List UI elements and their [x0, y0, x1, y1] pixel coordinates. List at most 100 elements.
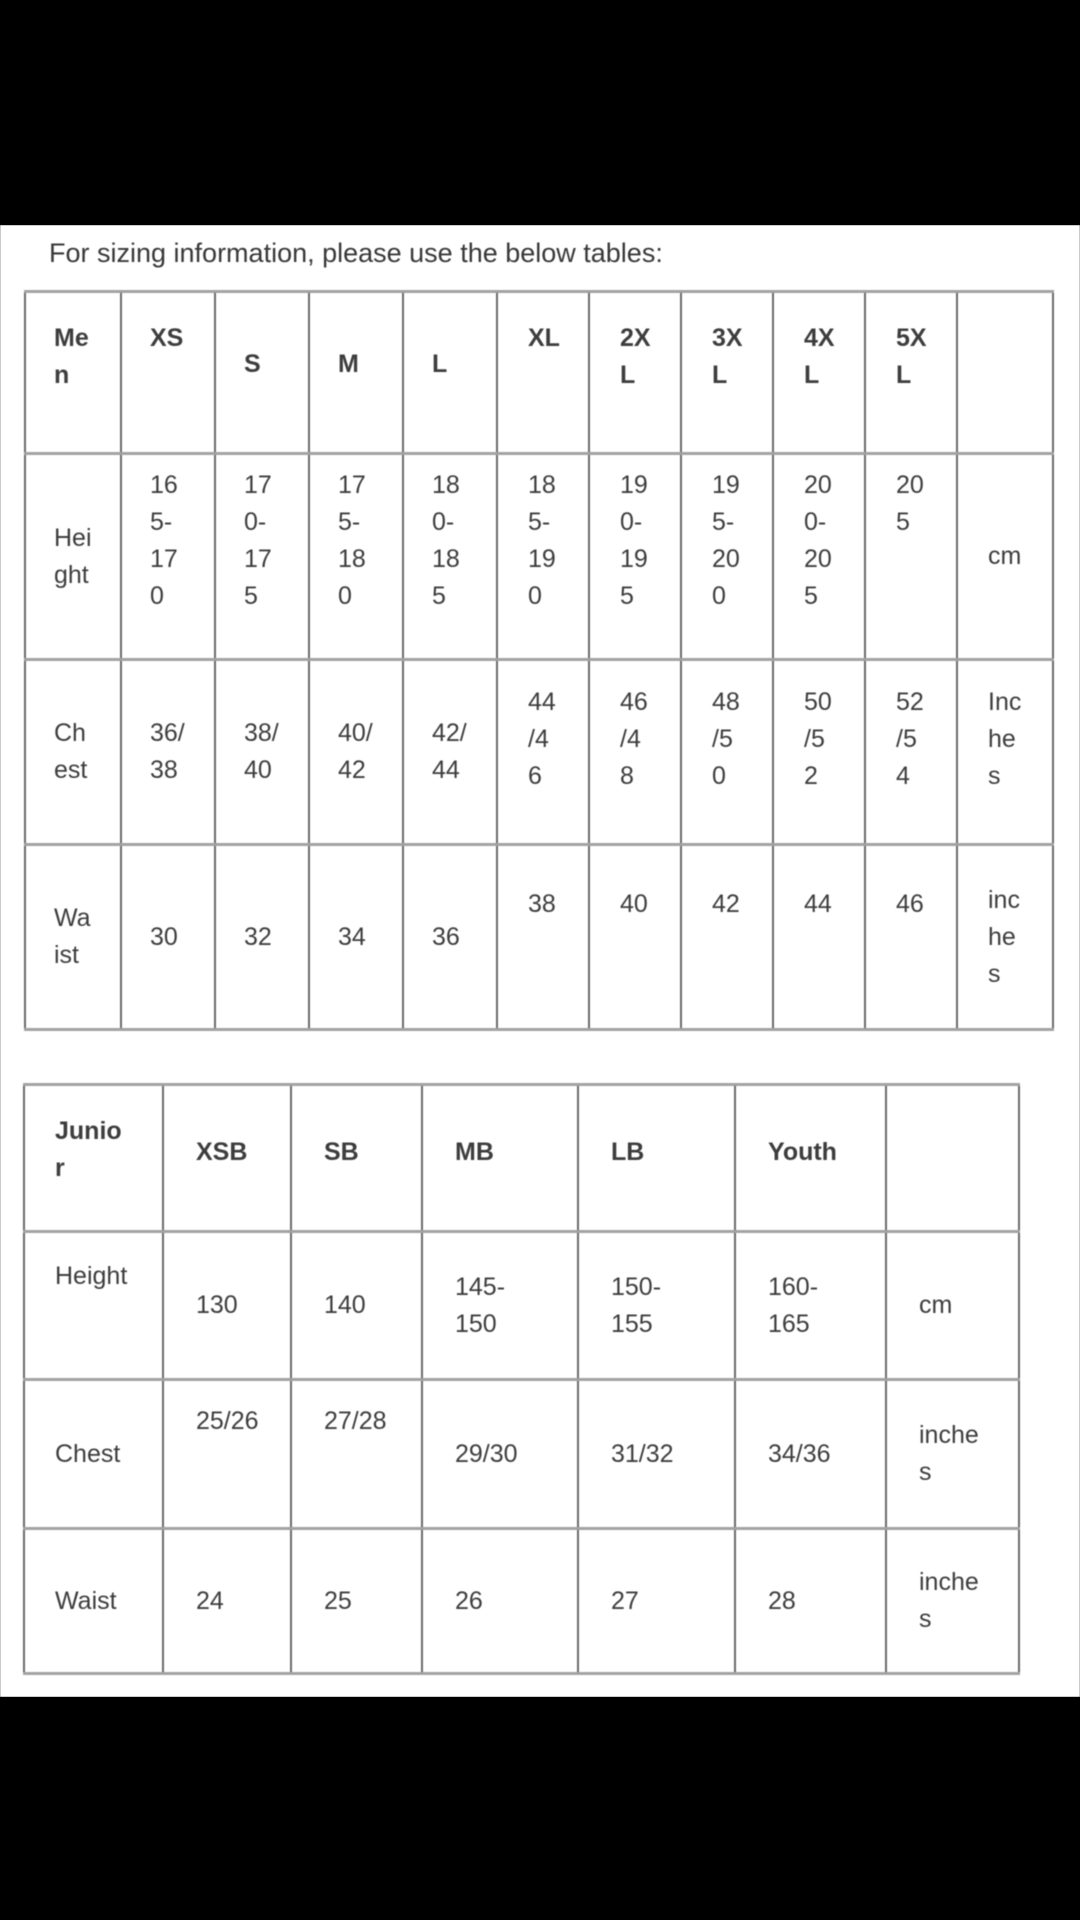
column-header-2xl: 2XL	[620, 324, 651, 389]
table-cell: Chest	[24, 658, 122, 846]
cell-value: 195-200	[712, 471, 740, 610]
table-cell	[956, 290, 1054, 455]
junior-height-row: Height 130 140 145-150 150-155 160-165 c…	[23, 1230, 1020, 1381]
table-cell: 25/26	[162, 1378, 292, 1530]
cell-value: 180-185	[432, 471, 460, 610]
cell-value: 30	[150, 922, 178, 951]
cell-value: 205	[896, 471, 924, 536]
table-cell: 145-150	[421, 1230, 579, 1381]
column-header-sb: SB	[324, 1138, 359, 1166]
table-cell: 4XL	[772, 290, 866, 455]
cell-value: 24	[196, 1586, 224, 1615]
table-cell: 180-185	[402, 452, 498, 661]
table-cell: L	[402, 290, 498, 455]
cell-value: 25/26	[196, 1407, 259, 1435]
table-cell: 25	[290, 1527, 423, 1675]
column-header-youth: Youth	[768, 1138, 837, 1166]
men-size-table: Men XS S M L XL 2XL 3XL 4XL 5XL Height 1…	[24, 290, 1054, 1031]
cell-value: 32	[244, 922, 272, 951]
table-cell: Waist	[24, 843, 122, 1031]
table-cell: 38/40	[214, 658, 310, 846]
cell-value: 175-180	[338, 471, 366, 610]
column-header-s: S	[244, 350, 261, 378]
table-cell: 24	[162, 1527, 292, 1675]
table-cell: 175-180	[308, 452, 404, 661]
unit-label: inches	[919, 1568, 979, 1633]
cell-value: 46/48	[620, 688, 648, 790]
table-cell: inches	[956, 843, 1054, 1031]
column-header-xsb: XSB	[196, 1138, 248, 1166]
cell-value: 150-155	[611, 1272, 662, 1338]
table-cell: 34	[308, 843, 404, 1031]
table-cell: 34/36	[734, 1378, 887, 1530]
table-cell: 165-170	[120, 452, 216, 661]
cell-value: 46	[896, 890, 924, 918]
column-header-lb: LB	[611, 1138, 645, 1166]
cell-value: 185-190	[528, 471, 556, 610]
junior-header-row: Junior XSB SB MB LB Youth	[23, 1083, 1020, 1233]
table-cell: 42/44	[402, 658, 498, 846]
unit-label: inches	[919, 1421, 979, 1486]
table-cell: 48/50	[680, 658, 774, 846]
cell-value: 200-205	[804, 471, 832, 610]
row-label: Height	[54, 523, 92, 589]
row-label: Height	[55, 1262, 128, 1290]
table-cell: Height	[24, 452, 122, 661]
column-header-3xl: 3XL	[712, 324, 743, 389]
table-cell: 170-175	[214, 452, 310, 661]
column-header-mb: MB	[455, 1138, 494, 1166]
cell-value: 190-195	[620, 471, 648, 610]
cell-value: 44	[804, 890, 832, 918]
junior-waist-row: Waist 24 25 26 27 28 inches	[23, 1527, 1020, 1675]
cell-value: 38	[528, 890, 556, 918]
cell-value: 40	[620, 890, 648, 918]
table-cell: Junior	[23, 1083, 164, 1233]
table-cell: Waist	[23, 1527, 164, 1675]
table-cell: 185-190	[496, 452, 590, 661]
table-cell: 46/48	[588, 658, 682, 846]
cell-value: 52/54	[896, 688, 924, 790]
cell-value: 145-150	[455, 1272, 506, 1338]
table-cell: cm	[956, 452, 1054, 661]
table-cell: 28	[734, 1527, 887, 1675]
table-cell: 29/30	[421, 1378, 579, 1530]
table-cell: 160-165	[734, 1230, 887, 1381]
junior-size-table: Junior XSB SB MB LB Youth Height 130 140…	[23, 1083, 1020, 1675]
junior-chest-row: Chest 25/26 27/28 29/30 31/32 34/36 inch…	[23, 1378, 1020, 1530]
cell-value: 140	[324, 1291, 366, 1319]
table-cell: XSB	[162, 1083, 292, 1233]
cell-value: 165-170	[150, 471, 178, 610]
table-cell: 140	[290, 1230, 423, 1381]
column-header-xs: XS	[150, 324, 184, 352]
row-label: Waist	[55, 1586, 117, 1615]
table-cell: 3XL	[680, 290, 774, 455]
table-cell: S	[214, 290, 310, 455]
column-header-l: L	[432, 350, 448, 378]
table-cell	[885, 1083, 1020, 1233]
table-cell: 44	[772, 843, 866, 1031]
table-cell: 32	[214, 843, 310, 1031]
table-cell: 40	[588, 843, 682, 1031]
table-cell: 130	[162, 1230, 292, 1381]
cell-value: 36/38	[150, 719, 185, 784]
cell-value: 36	[432, 922, 460, 951]
cell-value: 34/36	[768, 1439, 831, 1468]
table-cell: Inches	[956, 658, 1054, 846]
table-cell: 36/38	[120, 658, 216, 846]
cell-value: 44/46	[528, 688, 556, 790]
men-waist-row: Waist 30 32 34 36 38 40 42 44 46 inches	[24, 843, 1054, 1031]
bottom-letterbox	[0, 1697, 1080, 1920]
cell-value: 28	[768, 1586, 796, 1615]
cell-value: 42/44	[432, 719, 467, 784]
row-label: Chest	[54, 719, 88, 784]
table-cell: inches	[885, 1527, 1020, 1675]
cell-value: 26	[455, 1586, 483, 1615]
table-cell: cm	[885, 1230, 1020, 1381]
table-cell: 190-195	[588, 452, 682, 661]
row-label: Waist	[54, 904, 91, 969]
table-cell: MB	[421, 1083, 579, 1233]
table-cell: 205	[864, 452, 958, 661]
sizing-page: For sizing information, please use the b…	[0, 225, 1080, 1697]
table-cell: 2XL	[588, 290, 682, 455]
column-header-5xl: 5XL	[896, 324, 927, 389]
